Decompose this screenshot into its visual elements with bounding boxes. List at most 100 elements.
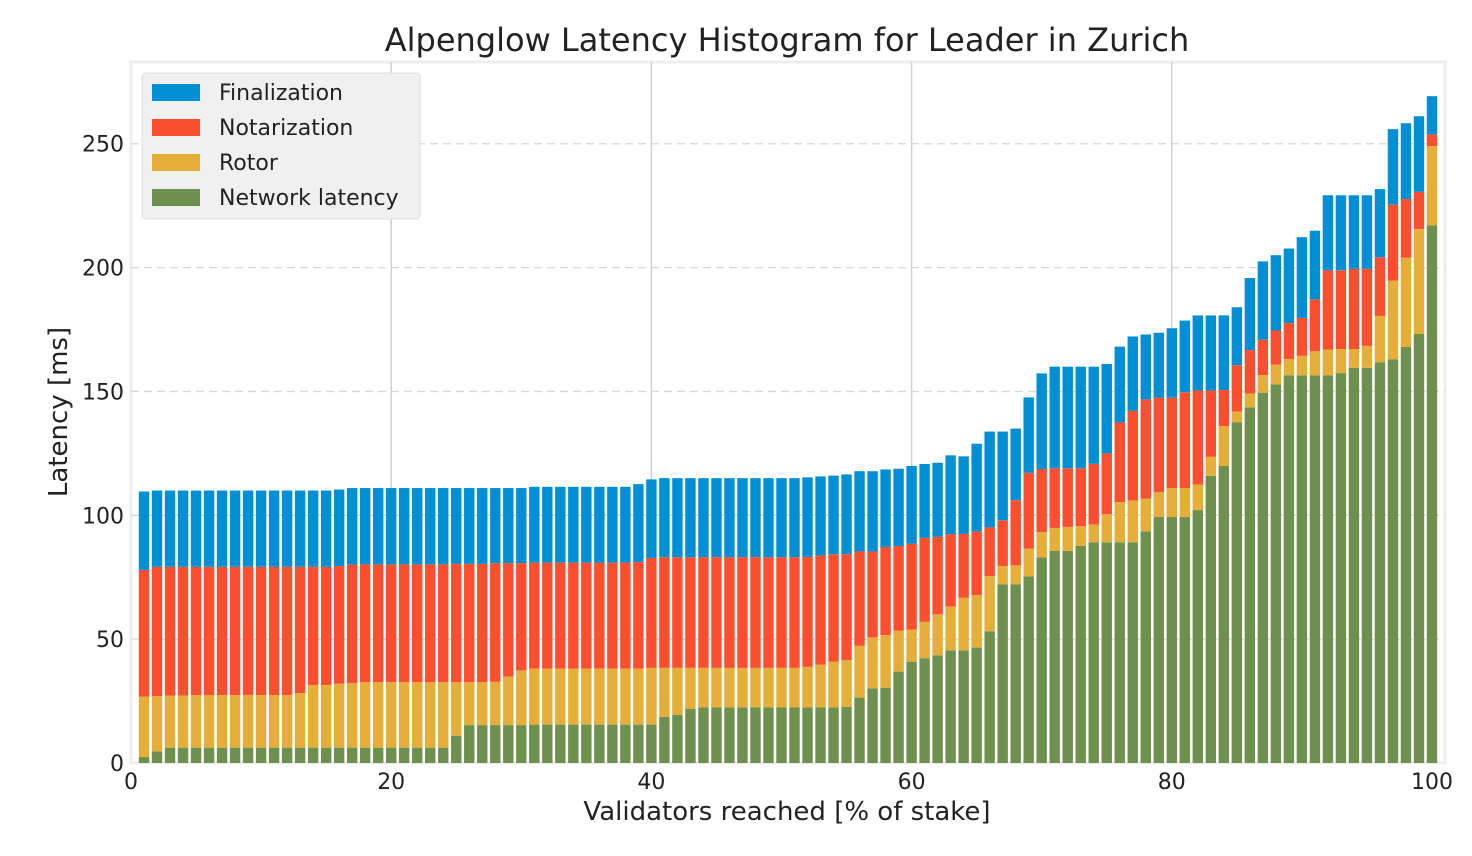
bar-rotor [555, 668, 566, 725]
bar-notarization [659, 557, 670, 668]
bar-network-latency [906, 661, 917, 763]
bar-rotor [1114, 502, 1125, 543]
bar-network-latency [607, 724, 618, 763]
bar-network-latency [164, 747, 176, 763]
bar-rotor [997, 566, 1008, 585]
bar-finalization [737, 478, 748, 558]
bar-finalization [828, 475, 839, 555]
bar-notarization [828, 554, 839, 662]
bar-notarization [346, 564, 358, 683]
bar-network-latency [971, 647, 982, 763]
bar-rotor [320, 684, 332, 748]
bar-rotor [412, 682, 423, 748]
bar-rotor [802, 666, 813, 708]
bar-notarization [503, 563, 514, 677]
bar-rotor [216, 695, 228, 748]
bar-notarization [1036, 468, 1047, 533]
x-tick-labels: 0 20 40 60 80 100 [124, 770, 1453, 795]
bar-notarization [164, 566, 176, 696]
bar-rotor [1361, 345, 1373, 368]
bar-finalization [607, 486, 618, 563]
bar-network-latency [1153, 517, 1164, 763]
bar-notarization [1192, 390, 1204, 485]
bar-rotor [177, 695, 189, 748]
bar-notarization [906, 543, 917, 630]
bar-network-latency [503, 725, 514, 763]
bar-notarization [1127, 410, 1138, 501]
bar-finalization [359, 488, 371, 565]
bar-network-latency [1283, 375, 1295, 763]
bar-rotor [1244, 393, 1256, 408]
bar-network-latency [789, 707, 800, 763]
bar-network-latency [802, 707, 813, 763]
bar-notarization [1400, 198, 1412, 258]
bar-notarization [841, 554, 852, 660]
bar-notarization [802, 556, 813, 667]
bar-finalization [307, 490, 319, 567]
bar-finalization [477, 488, 488, 564]
bar-network-latency [425, 747, 436, 763]
bar-network-latency [516, 725, 527, 763]
bar-finalization [672, 478, 683, 558]
bar-finalization [1387, 129, 1399, 205]
y-tick-label: 200 [82, 257, 124, 282]
bar-notarization [1244, 350, 1256, 394]
bar-notarization [880, 547, 891, 636]
bar-finalization [1075, 366, 1086, 469]
bar-network-latency [698, 707, 709, 763]
bar-network-latency [997, 584, 1008, 763]
bar-rotor [646, 667, 657, 725]
y-tick-label: 50 [96, 628, 124, 653]
bar-finalization [997, 431, 1008, 521]
bar-rotor [685, 667, 696, 710]
bar-notarization [1166, 397, 1177, 489]
bar-network-latency [529, 724, 540, 763]
bar-finalization [203, 490, 215, 567]
bar-rotor [399, 682, 410, 748]
bar-rotor [1166, 488, 1177, 518]
bar-network-latency [633, 724, 644, 763]
bar-rotor [1348, 349, 1360, 368]
bar-network-latency [399, 747, 410, 763]
bar-rotor [1036, 532, 1047, 558]
bar-network-latency [190, 747, 202, 763]
bar-finalization [841, 474, 852, 555]
bar-rotor [815, 664, 826, 708]
bar-network-latency [333, 747, 345, 763]
bar-finalization [1192, 315, 1204, 391]
bar-finalization [164, 490, 176, 567]
bar-rotor [984, 575, 995, 632]
y-tick-label: 250 [82, 133, 124, 158]
bar-network-latency [867, 688, 878, 763]
bar-notarization [203, 566, 215, 696]
bar-notarization [412, 564, 423, 683]
bar-rotor [451, 682, 462, 736]
bar-finalization [503, 488, 514, 564]
bar-finalization [1335, 195, 1347, 271]
bar-notarization [333, 566, 345, 684]
bar-rotor [1270, 364, 1282, 385]
bar-rotor [737, 667, 748, 708]
bar-finalization [815, 476, 826, 556]
bar-rotor [659, 667, 670, 717]
bar-finalization [425, 488, 436, 565]
bar-notarization [151, 566, 163, 697]
bar-network-latency [1270, 384, 1282, 763]
bar-rotor [711, 667, 722, 708]
bar-rotor [1088, 524, 1099, 543]
bar-notarization [607, 562, 618, 669]
bar-network-latency [1309, 375, 1321, 763]
bar-rotor [1062, 526, 1073, 551]
legend: Finalization Notarization Rotor Network … [141, 72, 421, 220]
bar-notarization [177, 566, 189, 696]
bar-finalization [177, 490, 189, 567]
bar-finalization [581, 486, 592, 563]
bar-network-latency [1010, 584, 1021, 763]
bar-finalization [1309, 230, 1321, 300]
bar-network-latency [490, 725, 501, 763]
bar-notarization [451, 563, 462, 683]
bar-network-latency [1400, 346, 1412, 763]
bar-notarization [320, 566, 332, 685]
bar-notarization [542, 562, 553, 669]
